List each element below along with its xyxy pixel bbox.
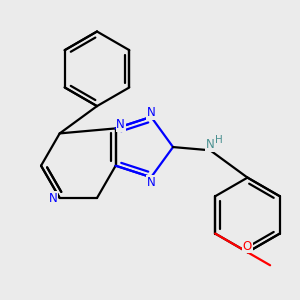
- Text: N: N: [147, 176, 155, 189]
- Text: H: H: [215, 136, 223, 146]
- Text: N: N: [116, 118, 125, 131]
- Text: N: N: [147, 106, 155, 119]
- Text: N: N: [206, 138, 214, 151]
- Text: O: O: [243, 240, 252, 253]
- Text: N: N: [49, 191, 57, 205]
